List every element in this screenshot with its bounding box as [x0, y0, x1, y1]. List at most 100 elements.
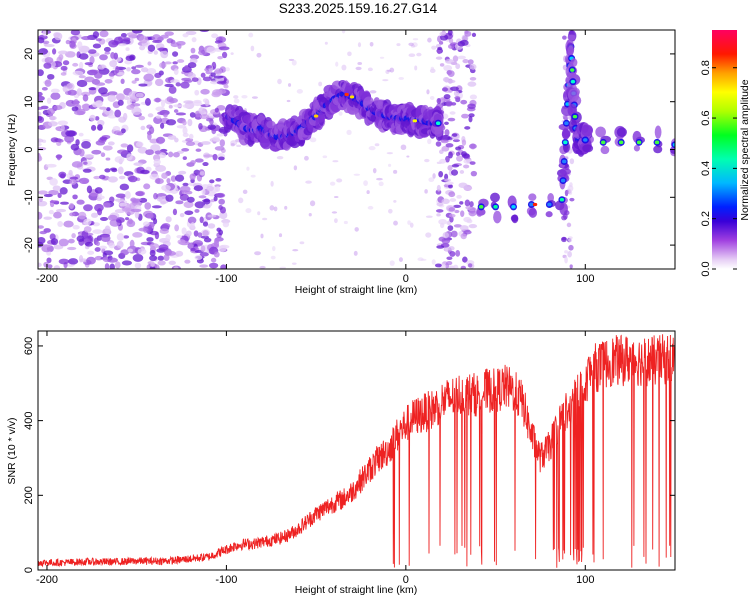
spectrogram-cell	[120, 249, 129, 256]
spectrogram-cell	[462, 59, 469, 64]
spectrogram-cell	[83, 204, 93, 212]
y-tick-label: 10	[23, 96, 35, 108]
spectrogram-cell	[147, 61, 152, 66]
spectrogram-cell	[207, 223, 216, 229]
spectrogram-cell	[211, 33, 219, 39]
spectrogram-cell	[42, 30, 48, 37]
spectrogram-cell	[50, 238, 59, 246]
spectrogram-cell	[83, 161, 88, 165]
spectrogram-cell	[87, 49, 97, 54]
spectrogram-cell	[66, 83, 73, 89]
spectrogram-cell	[567, 88, 580, 102]
spectrogram-cell	[393, 169, 398, 174]
spectrogram-cell	[116, 72, 125, 76]
spectrogram-cell	[447, 265, 455, 269]
spectrogram-cell	[457, 40, 466, 47]
spectrogram-cell	[457, 55, 466, 60]
spectrogram-cell	[135, 191, 144, 197]
spectrogram-cell	[60, 124, 65, 132]
spectrogram-cell	[219, 139, 226, 147]
spectrogram-cell	[220, 264, 227, 269]
spectrogram-cell	[104, 78, 113, 84]
spectrogram-cell	[176, 59, 185, 63]
spectrogram-cell	[56, 154, 61, 161]
spectrogram-cell	[254, 251, 262, 256]
spectrogram-cell	[104, 168, 111, 173]
spectrogram-cell	[447, 117, 456, 122]
spectrogram-cell	[41, 244, 51, 248]
spectrogram-cell	[276, 156, 284, 160]
spectrogram-cell	[396, 43, 401, 47]
spectrogram-cell	[160, 122, 165, 129]
spectrogram-cell	[115, 217, 125, 224]
spectrogram-cell	[114, 156, 125, 163]
spectrogram-cell	[38, 48, 49, 55]
spectrogram-cell	[138, 35, 148, 44]
spectrogram-cell	[218, 46, 230, 51]
spectrogram-cell	[458, 182, 468, 188]
spectrogram-cell	[135, 141, 144, 147]
spectrogram-cell	[468, 116, 473, 123]
spectrogram-cell	[122, 37, 131, 42]
spectrogram-cell	[166, 177, 171, 184]
spectrogram-cell	[53, 265, 61, 269]
spectrogram-cell	[447, 225, 454, 231]
spectrogram-cell	[309, 137, 317, 143]
spectrogram-cell	[250, 45, 255, 52]
spectrogram-cell	[511, 205, 516, 209]
spectrogram-cell	[453, 204, 462, 208]
spectrogram-cell	[38, 262, 42, 268]
spectrogram-cell	[259, 265, 266, 269]
spectrogram-cell	[50, 92, 61, 100]
spectrogram-cell	[182, 104, 191, 109]
spectrogram-cell	[107, 176, 118, 183]
spectrogram-cell	[52, 48, 57, 55]
y-tick-label: 0	[23, 567, 35, 573]
spectrogram-cell	[309, 200, 316, 207]
spectrogram-cell	[564, 121, 569, 126]
colorbar-tick-label: 0.2	[700, 211, 712, 226]
spectrogram-cell	[444, 247, 449, 252]
spectrogram-cell	[94, 116, 100, 121]
spectrogram-cell	[203, 154, 214, 158]
spectrogram-cell	[38, 211, 43, 220]
colorbar-scale	[712, 30, 737, 269]
spectrogram-cell	[346, 129, 352, 136]
spectrogram-cell	[108, 72, 115, 77]
spectrogram-cell	[455, 63, 461, 70]
spectrogram-cell	[179, 193, 189, 201]
spectrogram-cell	[60, 65, 68, 71]
spectrogram-cell	[245, 208, 252, 214]
spectrogram-cell	[81, 35, 92, 41]
spectrogram-cell	[123, 235, 130, 239]
spectrogram-cell	[131, 107, 142, 116]
spectrogram-cell	[672, 142, 675, 147]
spectrogram-cell	[177, 43, 182, 49]
spectrogram-cell	[116, 209, 123, 213]
spectrogram-cell	[568, 190, 573, 195]
spectrogram-cell	[99, 245, 108, 250]
spectrogram-cell	[212, 153, 218, 161]
spectrogram-cell	[376, 177, 383, 181]
spectrogram-cell	[83, 226, 92, 233]
spectrogram-cell	[191, 37, 197, 43]
spectrogram-cell	[108, 242, 116, 249]
spectrogram-cell	[134, 210, 140, 219]
spectrogram-cell	[270, 180, 274, 187]
x-tick-label: -100	[215, 273, 237, 285]
spectrogram-cell	[218, 204, 223, 210]
spectrogram-cell	[142, 221, 150, 227]
spectrogram-cell	[202, 230, 209, 237]
spectrogram-cell	[190, 222, 195, 229]
spectrogram-cell	[409, 222, 414, 228]
spectrogram-cell	[58, 171, 67, 178]
spectrogram-cell	[187, 196, 195, 203]
spectrogram-cell	[195, 148, 202, 152]
spectrogram-cell	[124, 190, 131, 199]
spectrogram-cell	[149, 243, 160, 249]
spectrogram-cell	[336, 178, 343, 183]
spectrogram-cell	[446, 221, 452, 225]
spectrogram-cell	[217, 55, 223, 60]
spectrogram-cell	[194, 89, 200, 96]
spectrogram-cell	[67, 246, 77, 251]
